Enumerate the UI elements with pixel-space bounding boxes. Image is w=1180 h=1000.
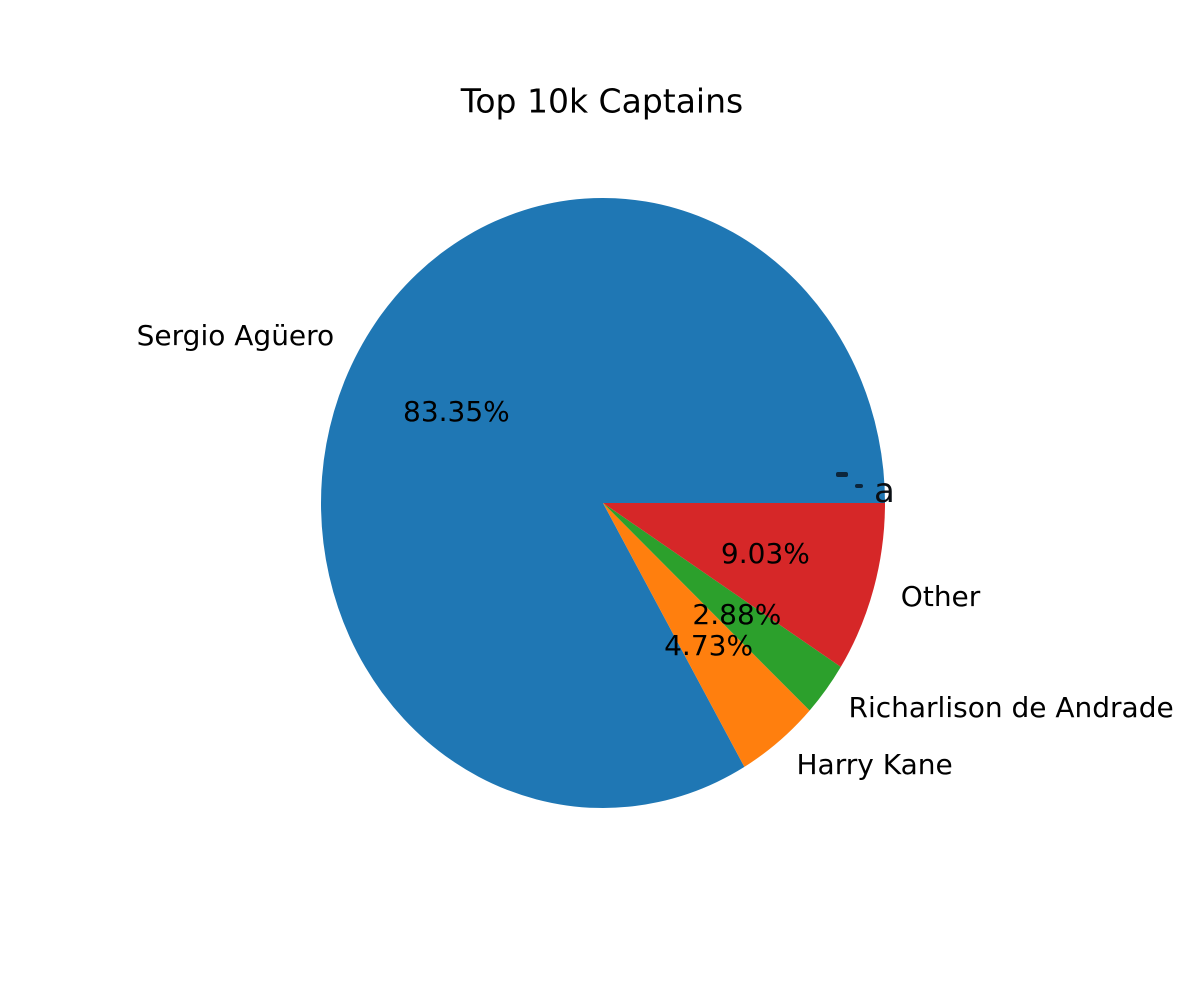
slice-percent-sergio-aguero: 83.35%: [403, 394, 510, 428]
slice-label-sergio-aguero: Sergio Agüero: [136, 318, 335, 352]
slice-label-harry-kane: Harry Kane: [796, 748, 953, 782]
pie-slice-richarlison-de-andrade: [603, 503, 841, 711]
chart-title: Top 10k Captains: [460, 81, 744, 121]
pie-slice-harry-kane: [603, 503, 810, 767]
label-artifact-mark: [855, 484, 863, 488]
slice-percent-harry-kane: 4.73%: [664, 629, 754, 662]
slice-label-richarlison-de-andrade: Richarlison de Andrade: [848, 691, 1174, 725]
clipped-label-fragment: a: [874, 471, 895, 511]
slice-percent-other: 9.03%: [720, 537, 810, 571]
pie-slice-other: [603, 503, 885, 667]
slice-label-other: Other: [900, 579, 981, 613]
label-artifact-mark: [836, 472, 848, 477]
slice-percent-richarlison-de-andrade: 2.88%: [692, 597, 782, 631]
